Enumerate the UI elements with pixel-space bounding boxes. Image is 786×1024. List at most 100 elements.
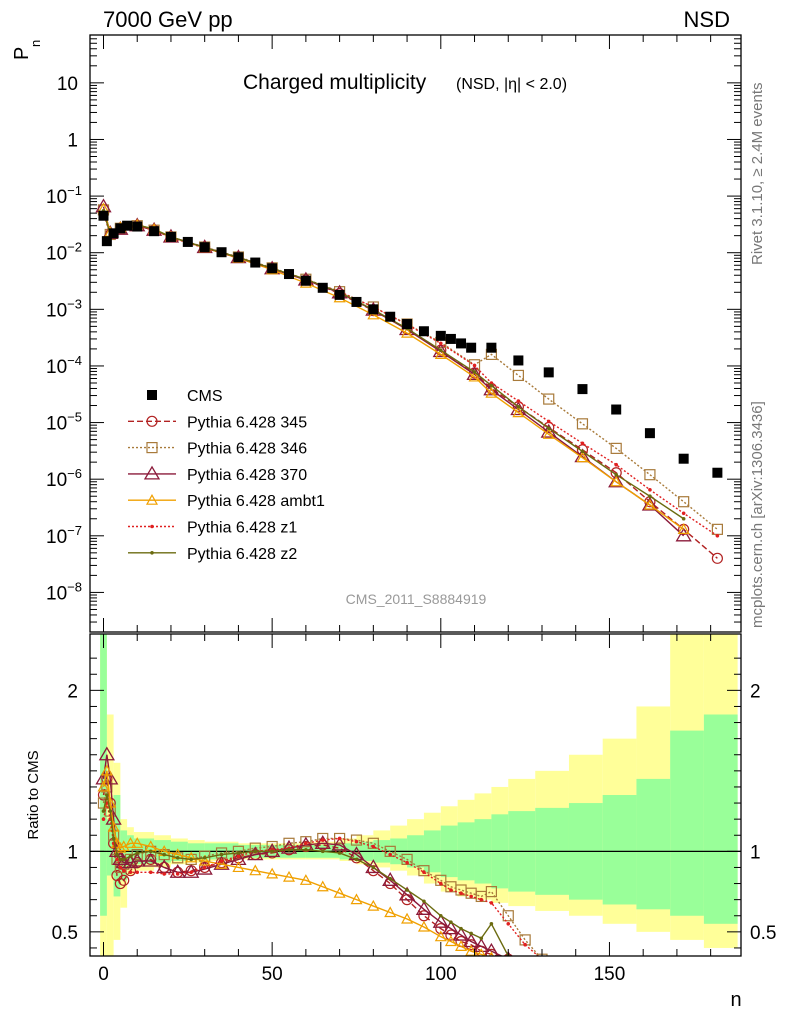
x-tick-label: 150 bbox=[594, 964, 626, 985]
ratio-point-z2 bbox=[320, 849, 325, 854]
main-point-cms bbox=[466, 342, 477, 353]
ratio-point-z1 bbox=[148, 870, 153, 875]
ratio-point-ambt1 bbox=[114, 841, 127, 853]
main-point-p345 bbox=[711, 552, 723, 564]
ratio-point-p345 bbox=[465, 939, 477, 951]
legend-marker bbox=[143, 465, 161, 480]
ratio-line-p370 bbox=[102, 754, 504, 956]
ratio-point-z1 bbox=[337, 836, 342, 841]
ratio-point-ambt1 bbox=[249, 864, 262, 876]
main-point-cms bbox=[577, 384, 588, 395]
ratio-point-ambt1 bbox=[350, 893, 363, 905]
main-point-cms bbox=[101, 236, 112, 247]
main-point-ambt1 bbox=[512, 406, 525, 418]
x-tick-label: 100 bbox=[425, 964, 457, 985]
ratio-point-p370 bbox=[169, 863, 186, 878]
ratio-point-p370 bbox=[280, 839, 298, 854]
y-tick-label: 1 bbox=[67, 130, 78, 151]
main-point-cms bbox=[122, 220, 133, 231]
ratio-point-z1 bbox=[189, 870, 193, 875]
main-point-z1 bbox=[580, 441, 585, 446]
ratio-point-z2 bbox=[175, 855, 180, 860]
ratio-point-ambt1 bbox=[333, 886, 346, 898]
ratio-point-z1 bbox=[459, 891, 463, 896]
ratio-point-z1 bbox=[236, 854, 241, 858]
main-point-cms bbox=[456, 338, 467, 349]
ratio-point-ambt1 bbox=[198, 854, 211, 866]
legend-marker bbox=[146, 442, 158, 454]
ratio-point-z1 bbox=[469, 894, 473, 899]
ratio-point-z2 bbox=[479, 936, 484, 941]
ratio-y-tick-label-left: 0.5 bbox=[52, 923, 78, 944]
main-point-z2 bbox=[546, 426, 551, 431]
ratio-point-p370 bbox=[230, 851, 247, 866]
main-point-p346 bbox=[678, 496, 690, 508]
ratio-point-z2 bbox=[270, 849, 274, 854]
ratio-point-z2 bbox=[253, 849, 258, 854]
ratio-point-z2 bbox=[189, 857, 193, 862]
main-point-cms bbox=[334, 289, 345, 300]
ratio-point-ambt1 bbox=[367, 899, 380, 911]
main-point-cms bbox=[300, 275, 311, 286]
ratio-point-z2 bbox=[148, 849, 153, 854]
main-point-cms bbox=[418, 326, 429, 337]
ratio-point-z1 bbox=[388, 852, 393, 857]
legend-marker bbox=[150, 551, 154, 555]
ratio-point-ambt1 bbox=[185, 851, 198, 863]
ratio-point-z2 bbox=[337, 851, 342, 855]
ratio-point-p346 bbox=[502, 910, 514, 922]
ratio-point-p370 bbox=[129, 852, 146, 867]
main-point-cms bbox=[182, 236, 193, 247]
ratio-point-ambt1 bbox=[299, 874, 312, 885]
ratio-point-z2 bbox=[304, 847, 308, 852]
y-tick-label: 10−5 bbox=[46, 410, 82, 435]
main-point-p346 bbox=[610, 442, 622, 454]
ratio-series-layer bbox=[95, 746, 548, 961]
x-tick-label: 0 bbox=[98, 964, 109, 985]
ratio-point-ambt1 bbox=[124, 837, 137, 848]
ratio-point-z1 bbox=[506, 922, 511, 926]
legend-label: Pythia 6.428 z1 bbox=[187, 520, 297, 537]
ratio-line-p346 bbox=[102, 786, 541, 956]
main-point-ambt1 bbox=[468, 370, 481, 382]
main-point-z1 bbox=[472, 363, 477, 368]
ratio-point-p370 bbox=[314, 835, 331, 849]
ratio-point-z1 bbox=[540, 957, 544, 961]
ratio-point-z2 bbox=[449, 920, 453, 924]
legend-item-ambt1: Pythia 6.428 ambt1 bbox=[128, 493, 325, 510]
y-axis-label: P n bbox=[11, 40, 43, 60]
main-point-p370 bbox=[608, 473, 625, 488]
legend-marker bbox=[145, 493, 159, 505]
main-point-z2 bbox=[489, 383, 494, 388]
main-series-p346 bbox=[97, 204, 723, 535]
ratio-point-z1 bbox=[422, 870, 426, 875]
ratio-point-z1 bbox=[175, 872, 180, 876]
main-point-cms bbox=[165, 231, 176, 242]
y-tick-label: 10 bbox=[57, 74, 78, 95]
ratio-point-ambt1 bbox=[444, 935, 457, 947]
ratio-point-z2 bbox=[388, 876, 393, 881]
legend-marker bbox=[150, 524, 154, 529]
main-point-cms bbox=[250, 257, 261, 268]
legend-label: Pythia 6.428 z2 bbox=[187, 546, 297, 563]
ratio-point-z1 bbox=[219, 859, 224, 863]
main-point-p370 bbox=[466, 366, 483, 381]
y-tick-label: 10−2 bbox=[46, 240, 82, 265]
y-tick-label: 10−6 bbox=[46, 466, 82, 491]
ratio-point-ambt1 bbox=[100, 764, 113, 776]
ratio-point-p345 bbox=[118, 874, 130, 886]
main-point-ambt1 bbox=[643, 498, 656, 510]
ratio-point-p346 bbox=[334, 832, 346, 845]
y-tick-label: 10−8 bbox=[46, 579, 82, 604]
ratio-point-z1 bbox=[118, 865, 123, 870]
ratio-point-z2 bbox=[489, 922, 494, 926]
legend-label: Pythia 6.428 370 bbox=[187, 467, 307, 484]
main-point-cms bbox=[435, 330, 446, 341]
main-point-cms bbox=[216, 247, 227, 258]
ratio-point-z2 bbox=[438, 913, 443, 918]
legend-item-z1: Pythia 6.428 z1 bbox=[128, 520, 297, 537]
band-inner-bin bbox=[670, 730, 704, 916]
uncertainty-bands bbox=[100, 634, 738, 956]
legend-marker bbox=[146, 415, 158, 427]
ratio-point-p346 bbox=[350, 834, 363, 846]
